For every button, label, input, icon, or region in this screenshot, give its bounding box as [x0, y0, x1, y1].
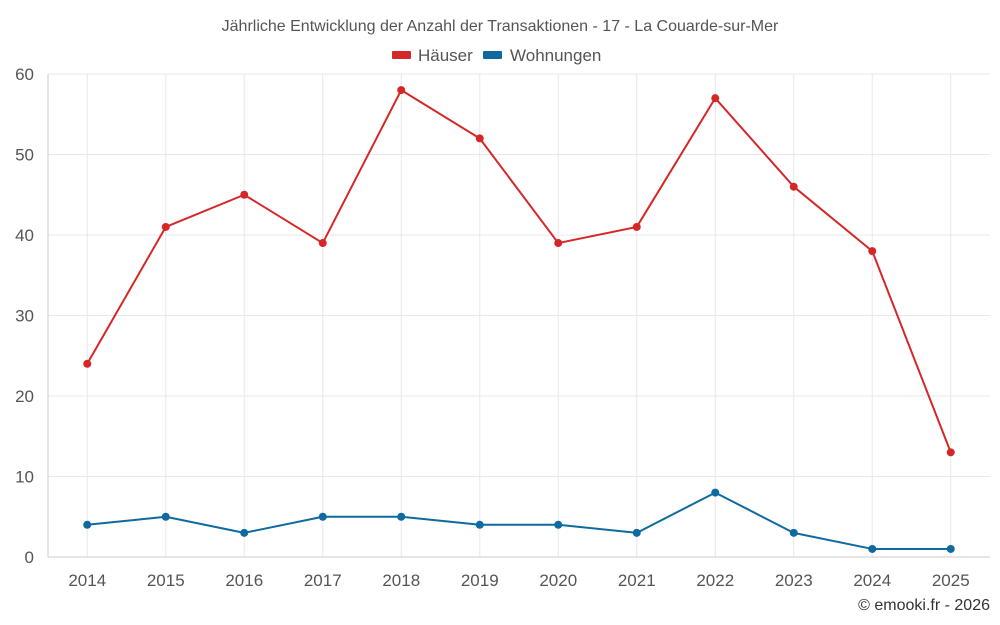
data-point-h-user[interactable]: [240, 190, 249, 199]
data-point-wohnungen[interactable]: [83, 520, 92, 529]
x-tick-label: 2019: [461, 571, 499, 590]
y-tick-label: 20: [15, 387, 34, 406]
legend: Häuser Wohnungen: [392, 46, 601, 65]
data-point-h-user[interactable]: [397, 86, 406, 95]
data-point-wohnungen[interactable]: [475, 520, 484, 529]
data-point-h-user[interactable]: [318, 239, 327, 248]
data-point-wohnungen[interactable]: [240, 528, 249, 537]
x-tick-label: 2024: [853, 571, 891, 590]
series-layer: [83, 86, 955, 553]
y-tick-label: 10: [15, 468, 34, 487]
legend-swatch: [483, 51, 502, 59]
legend-label[interactable]: Häuser: [418, 46, 473, 65]
credit-text: © emooki.fr - 2026: [858, 597, 990, 614]
y-tick-label: 50: [15, 146, 34, 165]
data-point-wohnungen[interactable]: [632, 528, 641, 537]
x-tick-label: 2017: [304, 571, 342, 590]
y-tick-label: 60: [15, 65, 34, 84]
x-tick-label: 2022: [696, 571, 734, 590]
data-point-h-user[interactable]: [83, 359, 92, 368]
axes: [47, 74, 990, 558]
series-line-h-user: [86, 89, 952, 453]
data-point-h-user[interactable]: [632, 222, 641, 231]
legend-label[interactable]: Wohnungen: [510, 46, 601, 65]
data-point-wohnungen[interactable]: [711, 488, 720, 497]
data-point-wohnungen[interactable]: [554, 520, 563, 529]
y-tick-label: 40: [15, 226, 34, 245]
data-point-h-user[interactable]: [711, 94, 720, 103]
data-point-wohnungen[interactable]: [397, 512, 406, 521]
x-axis-ticks: 2014 2015 2016 2017 2018 2019 2020 2021 2022 2023…: [68, 571, 969, 590]
data-point-wohnungen[interactable]: [946, 544, 955, 553]
y-axis-ticks: 0 10 20 30 40 50 60: [15, 65, 34, 567]
x-tick-label: 2020: [539, 571, 577, 590]
x-tick-label: 2016: [225, 571, 263, 590]
grid: [48, 73, 990, 557]
y-tick-label: 30: [15, 307, 34, 326]
data-point-wohnungen[interactable]: [161, 512, 170, 521]
x-tick-label: 2023: [775, 571, 813, 590]
data-point-h-user[interactable]: [554, 239, 563, 248]
legend-swatch: [392, 51, 411, 59]
x-tick-label: 2025: [932, 571, 970, 590]
x-tick-label: 2018: [382, 571, 420, 590]
data-point-h-user[interactable]: [946, 448, 955, 457]
x-tick-label: 2014: [68, 571, 106, 590]
data-point-wohnungen[interactable]: [868, 544, 877, 553]
data-point-h-user[interactable]: [475, 134, 484, 143]
data-point-wohnungen[interactable]: [789, 528, 798, 537]
x-tick-label: 2015: [147, 571, 185, 590]
x-tick-label: 2021: [618, 571, 656, 590]
data-point-h-user[interactable]: [868, 247, 877, 256]
y-tick-label: 0: [25, 548, 34, 567]
data-point-h-user[interactable]: [161, 222, 170, 231]
data-point-h-user[interactable]: [789, 182, 798, 191]
chart-title: Jährliche Entwicklung der Anzahl der Tra…: [222, 18, 779, 35]
series-line-wohnungen: [87, 491, 951, 550]
data-point-wohnungen[interactable]: [318, 512, 327, 521]
